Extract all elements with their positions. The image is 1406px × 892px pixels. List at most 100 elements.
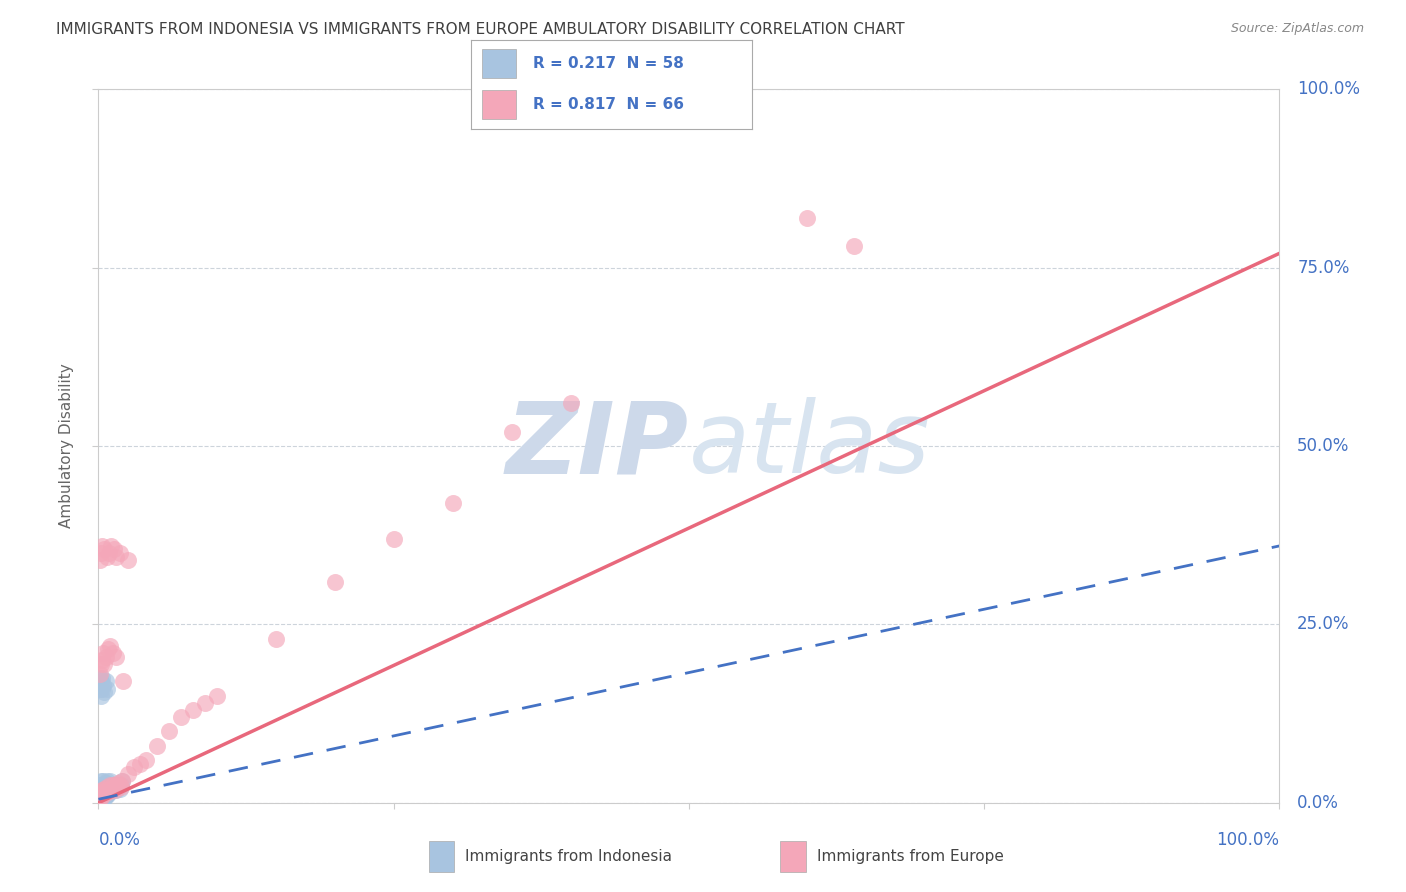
Point [90,787,112,801]
Point [89,787,111,801]
Point [104,781,127,796]
Point [93,542,115,557]
Point [105,549,128,564]
Point [110,780,132,794]
Point [93,791,115,805]
Bar [482,90,516,119]
Point [91,785,114,799]
Point [98,785,121,799]
Point [96,549,118,564]
Point [844,239,866,253]
Point [146,739,169,753]
Point [91,671,114,685]
Point [501,425,523,439]
Point [382,532,405,546]
Text: atlas: atlas [689,398,931,494]
Text: 75.0%: 75.0% [1298,259,1350,277]
Point [98,781,121,796]
Text: ZIP: ZIP [506,398,689,494]
Point [105,783,128,797]
Point [91,781,114,796]
Point [91,787,114,801]
Point [98,639,121,653]
Point [111,774,134,789]
Point [104,783,127,797]
Point [100,539,122,553]
Point [111,774,134,789]
Point [91,790,114,805]
Point [91,789,114,803]
Point [96,781,118,796]
Point [90,790,112,805]
Text: IMMIGRANTS FROM INDONESIA VS IMMIGRANTS FROM EUROPE AMBULATORY DISABILITY CORREL: IMMIGRANTS FROM INDONESIA VS IMMIGRANTS … [56,22,905,37]
Point [89,553,111,567]
Point [89,790,111,805]
Point [157,724,180,739]
Point [96,787,118,801]
Point [90,689,112,703]
Text: Immigrants from Europe: Immigrants from Europe [817,849,1004,864]
Point [90,791,112,805]
Point [103,780,125,794]
Text: R = 0.817  N = 66: R = 0.817 N = 66 [533,97,683,112]
Point [98,780,121,794]
Point [93,685,115,699]
Point [105,649,128,664]
Point [105,778,128,792]
Point [97,785,120,799]
Point [112,674,135,689]
Point [91,789,114,803]
Point [89,792,111,806]
Text: 100.0%: 100.0% [1216,831,1279,849]
Point [98,783,121,797]
Point [94,789,117,803]
Point [97,642,120,657]
Point [94,783,117,797]
Point [89,671,111,685]
Point [105,780,128,794]
Text: 100.0%: 100.0% [1298,80,1360,98]
Point [94,674,117,689]
Point [181,703,204,717]
Point [97,787,120,801]
Point [90,781,112,796]
Point [94,785,117,799]
Point [100,778,122,792]
Text: 0.0%: 0.0% [1298,794,1339,812]
Point [91,646,114,660]
Point [93,657,115,671]
Point [94,780,117,794]
Point [90,790,112,805]
Point [94,776,117,790]
Point [122,760,145,774]
Point [96,780,118,794]
Point [91,681,114,696]
Point [135,753,157,767]
Text: Immigrants from Indonesia: Immigrants from Indonesia [465,849,672,864]
Point [100,781,122,796]
Point [89,789,111,803]
Point [94,649,117,664]
Point [101,646,124,660]
Point [105,778,128,792]
Point [93,783,115,797]
Point [91,539,114,553]
Point [90,774,112,789]
Y-axis label: Ambulatory Disability: Ambulatory Disability [59,364,75,528]
Point [107,776,129,790]
Point [105,780,128,794]
Point [89,667,111,681]
Text: Source: ZipAtlas.com: Source: ZipAtlas.com [1230,22,1364,36]
Bar [482,49,516,78]
Point [91,785,114,799]
Point [91,653,114,667]
Point [97,778,120,792]
Point [117,553,139,567]
Point [89,778,111,792]
Point [117,767,139,781]
Point [90,657,112,671]
Point [108,778,131,792]
Point [98,781,121,796]
Point [101,783,124,797]
Point [98,774,121,789]
